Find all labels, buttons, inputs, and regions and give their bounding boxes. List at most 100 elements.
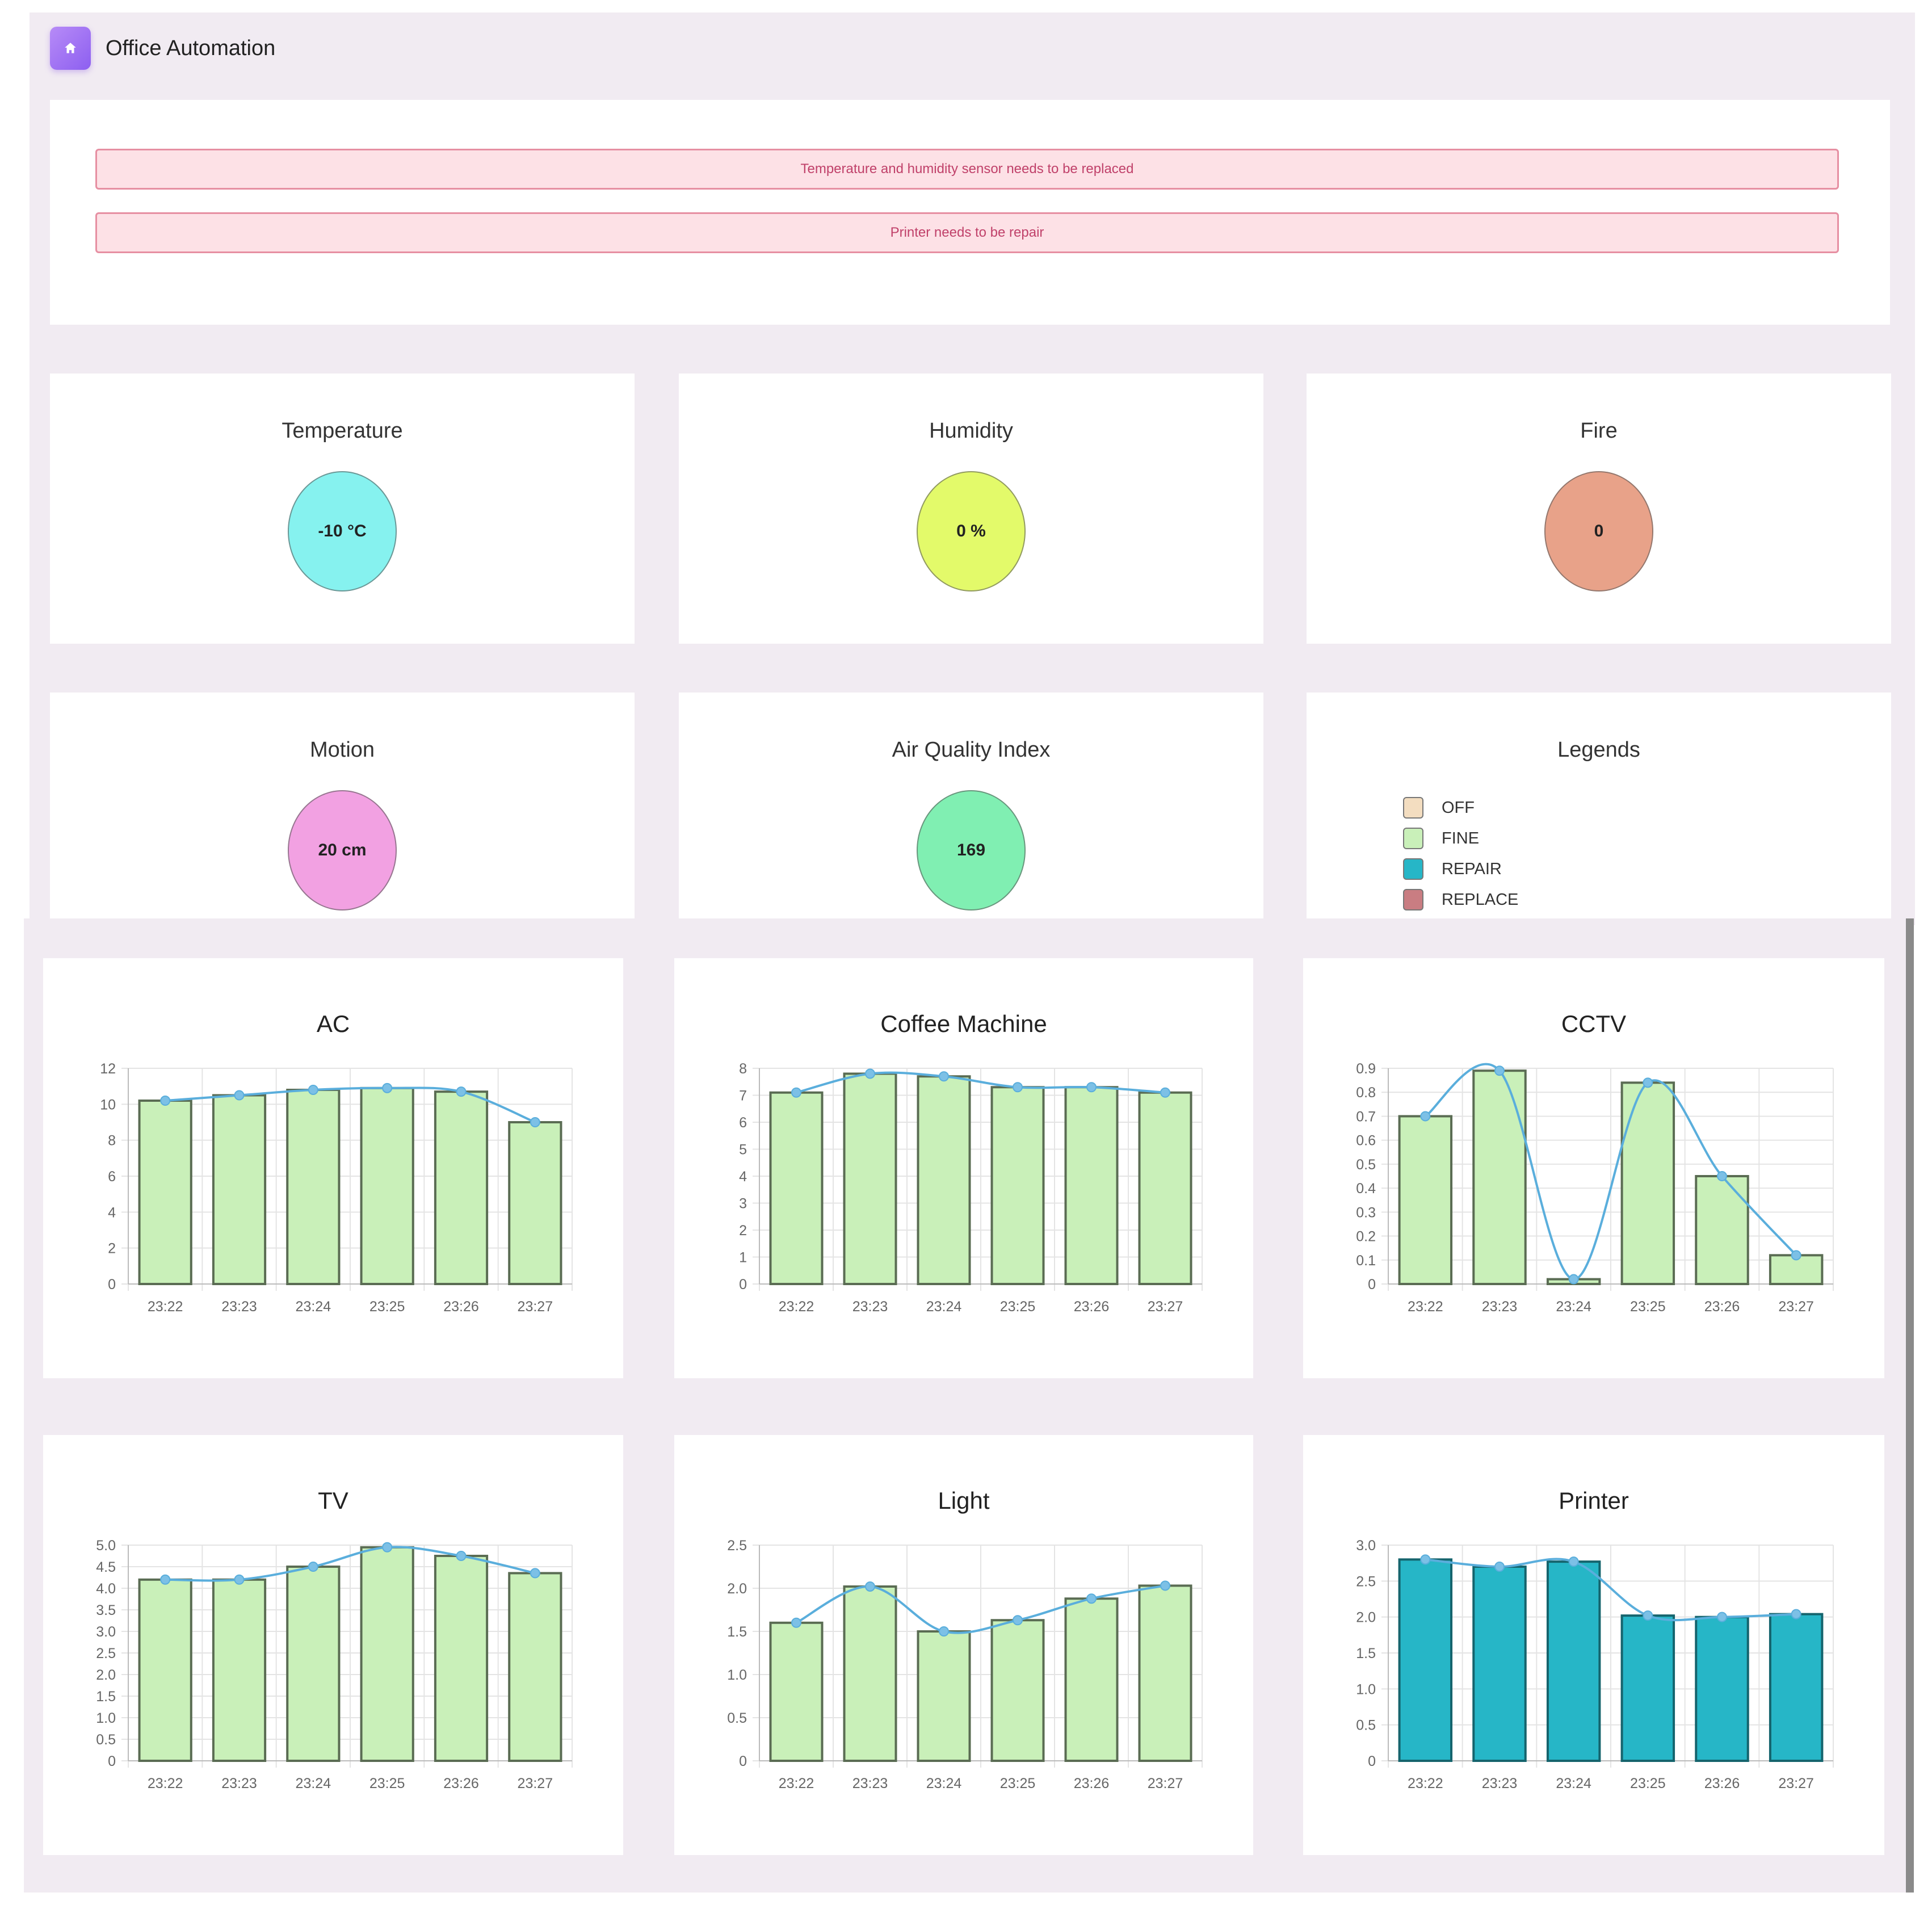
data-point <box>1643 1077 1653 1088</box>
x-tick-label: 23:25 <box>369 1776 405 1791</box>
bar <box>769 1091 824 1285</box>
data-point <box>234 1574 245 1585</box>
bar <box>917 1630 971 1762</box>
sensor-card-humidity: Humidity 0 % <box>679 374 1263 644</box>
chart-title: Coffee Machine <box>880 1010 1047 1037</box>
trend-line <box>165 1086 536 1123</box>
y-tick-label: 1.5 <box>96 1689 116 1705</box>
x-tick-label: 23:23 <box>221 1299 257 1315</box>
y-tick-label: 0 <box>1368 1753 1376 1769</box>
data-point <box>1420 1554 1431 1565</box>
data-point <box>865 1068 875 1079</box>
x-tick-label: 23:26 <box>443 1776 479 1791</box>
y-tick-label: 6 <box>739 1115 747 1131</box>
y-tick-label: 3.5 <box>96 1602 116 1618</box>
cctv-chart: 0 0.1 0.2 0.3 0.4 0.5 0.6 0.7 0.8 0.9 23:22 23:23 23… <box>1356 1061 1834 1315</box>
legend-swatch <box>1403 797 1423 819</box>
legend-label: REPLACE <box>1442 890 1519 909</box>
y-tick-label: 1.5 <box>1356 1646 1376 1661</box>
sensor-card-fire: Fire 0 <box>1307 374 1891 644</box>
chart-card-cctv: CCTV 0 0.1 0.2 0.3 0.4 0.5 0.6 0.7 0.8 0.9 23:22 23… <box>1303 958 1884 1378</box>
y-tick-label: 2.5 <box>727 1538 747 1554</box>
data-point <box>1160 1087 1170 1098</box>
trend-line <box>796 1071 1166 1094</box>
y-tick-label: 0.6 <box>1356 1133 1376 1149</box>
data-point <box>382 1542 393 1552</box>
y-tick-label: 2 <box>108 1241 116 1257</box>
y-tick-label: 4.0 <box>96 1581 116 1597</box>
bar <box>1138 1091 1192 1285</box>
bar <box>917 1075 971 1285</box>
motion-bubble: 20 cm <box>288 790 397 910</box>
alert-sensor-replace: Temperature and humidity sensor needs to… <box>95 149 1839 190</box>
fire-bubble: 0 <box>1544 471 1653 591</box>
bar <box>1138 1584 1192 1762</box>
x-tick-label: 23:22 <box>779 1776 814 1791</box>
y-tick-label: 7 <box>739 1088 747 1104</box>
data-point <box>791 1617 801 1628</box>
data-point <box>1568 1556 1579 1567</box>
alert-printer-repair: Printer needs to be repair <box>95 212 1839 253</box>
x-tick-label: 23:27 <box>518 1299 553 1315</box>
home-button[interactable] <box>50 27 91 70</box>
x-tick-label: 23:27 <box>1148 1776 1183 1791</box>
bar <box>990 1086 1045 1285</box>
x-tick-label: 23:27 <box>518 1776 553 1791</box>
y-tick-label: 0 <box>108 1753 116 1769</box>
y-tick-label: 10 <box>100 1097 116 1113</box>
sensor-title: Fire <box>1580 419 1618 443</box>
y-tick-label: 0 <box>108 1277 116 1293</box>
bar <box>1398 1558 1453 1762</box>
app-title: Office Automation <box>106 36 276 60</box>
bar <box>360 1086 414 1285</box>
legends-card: Legends OFF FINE REPAIR REPLACE <box>1307 693 1891 918</box>
sensor-card-temperature: Temperature -10 °C <box>50 374 635 644</box>
data-point <box>1717 1612 1727 1622</box>
y-tick-label: 0.5 <box>1356 1157 1376 1173</box>
data-point <box>1494 1562 1505 1572</box>
bar <box>508 1572 562 1763</box>
data-point <box>1013 1082 1023 1093</box>
x-tick-label: 23:24 <box>1556 1776 1591 1791</box>
chart-title: Light <box>938 1487 990 1514</box>
scrollbar[interactable] <box>1906 918 1914 1893</box>
legend-item-off: OFF <box>1403 792 1518 823</box>
data-point <box>865 1581 875 1592</box>
y-tick-label: 0 <box>1368 1277 1376 1293</box>
x-tick-label: 23:23 <box>1482 1299 1518 1315</box>
y-tick-label: 4 <box>108 1205 116 1220</box>
legends-title: Legends <box>1557 738 1640 762</box>
bar <box>434 1555 489 1762</box>
x-tick-label: 23:27 <box>1778 1776 1814 1791</box>
bar <box>1620 1081 1675 1285</box>
data-point <box>1717 1171 1727 1181</box>
y-tick-label: 8 <box>739 1061 747 1077</box>
y-tick-label: 0 <box>739 1277 747 1293</box>
y-tick-label: 5 <box>739 1142 747 1158</box>
data-point <box>160 1096 171 1106</box>
data-point <box>1013 1615 1023 1626</box>
bar <box>508 1121 562 1285</box>
chart-card-printer: Printer 0 0.5 1.0 1.5 2.0 2.5 3.0 23:22 23:23 23:… <box>1303 1435 1884 1855</box>
bar <box>286 1566 341 1762</box>
chart-card-light: Light 0 0.5 1.0 1.5 2.0 2.5 23:22 23:23 23:24 23:… <box>674 1435 1253 1855</box>
humidity-bubble: 0 % <box>917 471 1026 591</box>
x-tick-label: 23:26 <box>1704 1776 1740 1791</box>
x-tick-label: 23:24 <box>926 1776 962 1791</box>
data-point <box>1494 1065 1505 1076</box>
x-tick-label: 23:22 <box>779 1299 814 1315</box>
x-tick-label: 23:22 <box>148 1776 183 1791</box>
y-tick-label: 12 <box>100 1061 116 1077</box>
alerts-card: Temperature and humidity sensor needs to… <box>50 100 1890 325</box>
data-point <box>160 1574 171 1585</box>
printer-chart: 0 0.5 1.0 1.5 2.0 2.5 3.0 23:22 23:23 23:24 23:25 2… <box>1356 1538 1834 1791</box>
y-tick-label: 0.5 <box>727 1710 747 1726</box>
data-point <box>1568 1274 1579 1285</box>
chart-title: AC <box>316 1010 350 1037</box>
data-point <box>939 1071 949 1082</box>
legend-list: OFF FINE REPAIR REPLACE <box>1403 792 1518 915</box>
x-tick-label: 23:25 <box>1630 1299 1666 1315</box>
trend-line <box>796 1584 1166 1634</box>
bar <box>769 1621 824 1762</box>
x-tick-label: 23:25 <box>1000 1299 1036 1315</box>
